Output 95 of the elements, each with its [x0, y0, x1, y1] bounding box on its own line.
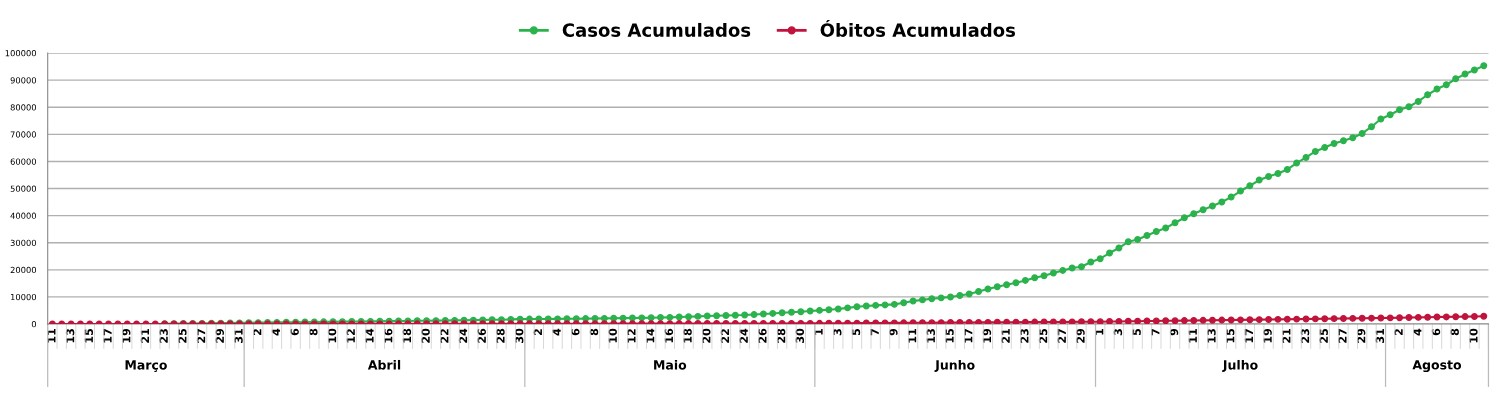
x-tick-label: 11 — [1188, 328, 1197, 343]
x-tick-label: 5 — [1132, 328, 1141, 336]
x-tick-label: 29 — [215, 328, 224, 343]
x-tick-label: 21 — [1001, 328, 1010, 343]
x-tick-label: 23 — [1300, 329, 1310, 343]
x-tick-label: 28 — [776, 328, 786, 343]
text: Março — [125, 360, 167, 372]
x-tick-label: 26 — [758, 328, 767, 343]
x-tick-label: 19 — [122, 328, 131, 343]
x-tick-label: 30 — [795, 328, 805, 343]
x-tick-label: 8 — [309, 328, 318, 336]
x-tick-label: 17 — [103, 329, 112, 343]
x-tick-label: 16 — [384, 328, 393, 343]
x-tick-label: 2 — [1394, 329, 1403, 336]
x-tick-label: 2 — [533, 329, 542, 336]
x-tick-label: 3 — [833, 329, 842, 336]
x-tick-label: 20 — [421, 328, 430, 343]
x-tick-label: 10 — [1469, 328, 1478, 343]
x-tick-label: 19 — [1263, 328, 1272, 343]
x-tick-label: 6 — [1431, 328, 1441, 336]
y-tick-label: 50000 — [10, 185, 37, 192]
x-tick-label: 23 — [159, 329, 168, 343]
x-tick-label: 15 — [84, 328, 94, 343]
x-tick-label: 14 — [646, 328, 655, 343]
x-tick-label: 24 — [458, 328, 468, 343]
x-tick-label: 22 — [720, 329, 730, 343]
x-tick-label: 16 — [664, 328, 674, 343]
legend-label: Casos Acumulados — [562, 22, 751, 37]
text: Julho — [1222, 359, 1258, 372]
x-tick-label: 7 — [1151, 329, 1160, 336]
y-tick-label: 30000 — [10, 239, 37, 247]
y-tick-label: 80000 — [10, 104, 37, 111]
x-tick-label: 21 — [140, 328, 149, 343]
x-tick-label: 26 — [477, 328, 486, 343]
text: Junho — [934, 359, 975, 372]
x-tick-label: 25 — [1038, 328, 1048, 343]
x-tick-label: 3 — [1113, 329, 1123, 336]
y-tick-label: 10000 — [10, 293, 37, 301]
y-tick-label: 100000 — [5, 50, 37, 57]
y-tick-label: 60000 — [10, 158, 37, 165]
x-tick-label: 1 — [814, 328, 823, 335]
x-tick-label: 12 — [627, 329, 636, 343]
x-tick-label: 8 — [589, 328, 599, 336]
x-tick-label: 18 — [683, 328, 692, 343]
x-tick-label: 10 — [608, 328, 617, 343]
x-tick-label: 11 — [908, 328, 917, 343]
x-tick-label: 12 — [346, 329, 355, 343]
x-tick-label: 15 — [1226, 328, 1235, 343]
x-tick-label: 4 — [552, 328, 561, 336]
x-tick-label: 13 — [1207, 329, 1216, 343]
y-tick-label: 0 — [31, 320, 37, 328]
x-tick-label: 9 — [889, 328, 898, 336]
legend-label: Óbitos Acumulados — [820, 19, 1016, 37]
x-tick-label: 24 — [739, 328, 748, 343]
x-tick-label: 20 — [702, 328, 711, 343]
x-tick-label: 31 — [1375, 328, 1385, 343]
x-tick-label: 23 — [1020, 329, 1029, 343]
y-tick-label: 90000 — [10, 77, 37, 84]
y-tick-label: 70000 — [10, 131, 37, 138]
y-tick-label: 20000 — [10, 266, 37, 274]
x-tick-label: 4 — [1413, 328, 1422, 336]
x-tick-label: 4 — [271, 328, 280, 336]
x-tick-label: 10 — [327, 328, 337, 343]
x-tick-label: 13 — [65, 329, 75, 343]
x-tick-label: 27 — [1057, 329, 1066, 343]
x-tick-label: 30 — [514, 328, 524, 343]
x-tick-label: 25 — [178, 328, 187, 343]
x-tick-label: 28 — [496, 328, 505, 343]
x-tick-label: 7 — [870, 329, 879, 336]
x-tick-label: 17 — [964, 329, 973, 343]
x-tick-label: 15 — [945, 328, 954, 343]
x-tick-label: 17 — [1244, 329, 1253, 343]
text: Agosto — [1412, 360, 1462, 373]
x-tick-label: 22 — [440, 329, 449, 343]
x-tick-label: 5 — [851, 328, 861, 336]
text: Maio — [654, 359, 687, 370]
x-tick-label: 8 — [1450, 328, 1459, 336]
x-tick-label: 11 — [47, 328, 56, 343]
x-tick-label: 14 — [365, 328, 374, 343]
x-tick-label: 9 — [1169, 328, 1179, 336]
x-tick-label: 19 — [982, 328, 992, 343]
x-tick-label: 6 — [571, 328, 580, 336]
x-tick-label: 6 — [290, 328, 299, 336]
text: Abril — [367, 359, 401, 370]
x-tick-label: 18 — [402, 328, 412, 343]
x-tick-label: 25 — [1319, 328, 1328, 343]
x-tick-label: 27 — [1338, 329, 1347, 343]
x-tick-label: 13 — [926, 329, 936, 343]
x-tick-label: 21 — [1282, 328, 1291, 343]
x-tick-label: 31 — [234, 328, 243, 343]
x-tick-label: 29 — [1356, 328, 1366, 343]
y-tick-label: 40000 — [10, 212, 37, 219]
x-tick-label: 27 — [196, 329, 206, 343]
x-tick-label: 29 — [1076, 328, 1085, 343]
x-tick-label: 2 — [253, 329, 262, 336]
